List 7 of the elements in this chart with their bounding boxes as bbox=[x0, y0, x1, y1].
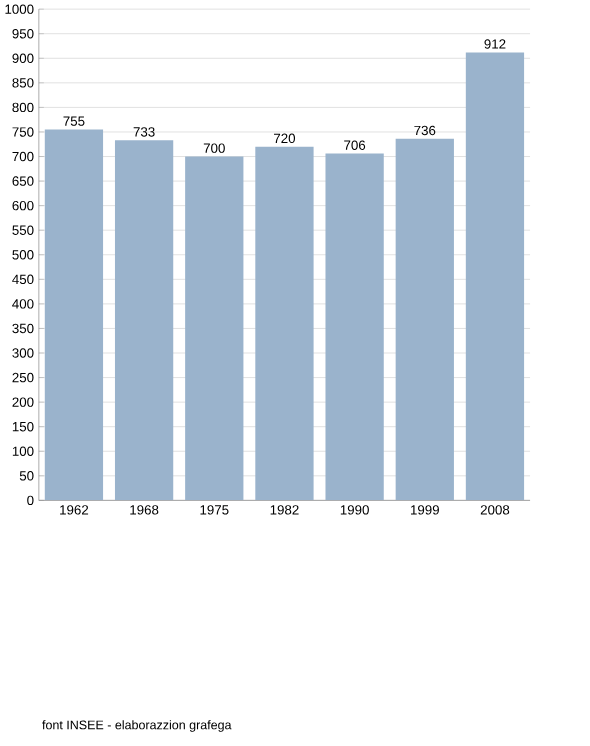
bar bbox=[185, 156, 244, 501]
bar bbox=[465, 52, 525, 501]
bar bbox=[255, 146, 314, 501]
bar bbox=[114, 140, 174, 501]
bar bbox=[325, 153, 384, 501]
bar bbox=[395, 138, 454, 501]
bar bbox=[44, 129, 104, 501]
